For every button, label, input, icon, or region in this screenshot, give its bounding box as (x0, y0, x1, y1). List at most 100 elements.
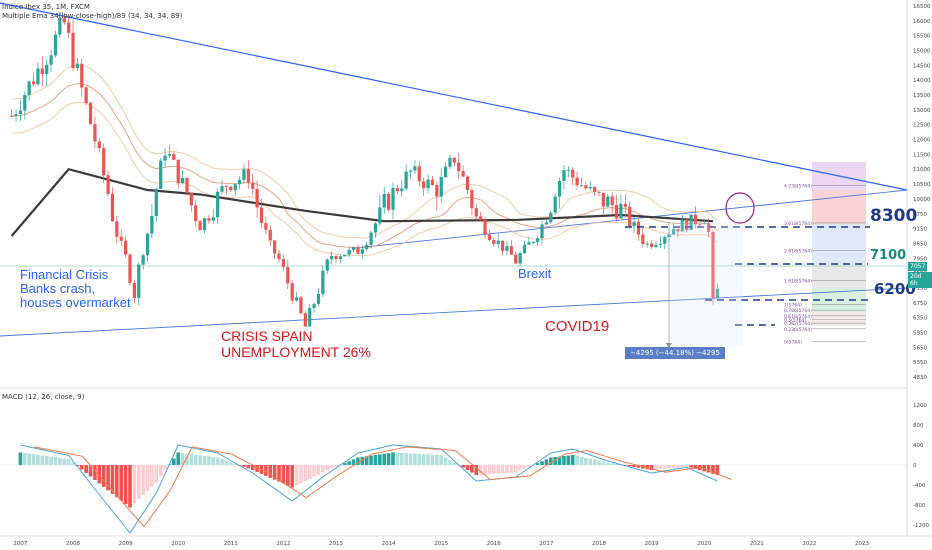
macd-histogram-bar (211, 456, 216, 465)
macd-histogram-bar (180, 453, 185, 465)
candle-body (194, 205, 198, 222)
candle-body (246, 169, 250, 183)
macd-histogram-bar (562, 456, 566, 465)
covid-annotation: COVID19 (545, 318, 610, 335)
macd-histogram-bar (680, 465, 685, 467)
candle-body (128, 254, 132, 283)
candle-body (40, 68, 44, 75)
macd-histogram-bar (294, 465, 299, 486)
macd-histogram-bar (193, 454, 198, 465)
financial-crisis-line-3: houses overmarket (20, 295, 131, 310)
candle-body (443, 166, 448, 178)
ema34-low-line (11, 101, 718, 257)
price-tick-label: 9750 (913, 212, 927, 218)
level-7100-label: 7100 (870, 248, 907, 263)
candle-body (522, 244, 527, 254)
candle-body (316, 294, 321, 304)
macd-histogram-bar (610, 463, 614, 465)
macd-histogram-bar (334, 465, 338, 467)
candle-body (395, 187, 399, 192)
candle-body (303, 313, 307, 327)
candle-body (325, 259, 329, 271)
macd-histogram-bar (369, 455, 373, 465)
candle-body (610, 196, 614, 205)
macd-histogram-bar (408, 453, 413, 465)
macd-tick-label: -800 (913, 503, 926, 509)
macd-histogram-bar (303, 465, 308, 482)
candle-body (658, 243, 662, 245)
candle-body (575, 177, 579, 186)
candle-body (505, 246, 509, 251)
candle-body (242, 169, 246, 180)
price-tick-label: 13000 (913, 108, 931, 114)
measure-range-box (669, 222, 743, 346)
candle-body (347, 249, 351, 255)
price-tick-label: 14500 (913, 63, 931, 69)
fib-level-label: 0.786(5764) (784, 308, 812, 314)
ema34-close-line (11, 83, 718, 249)
fib-level-label: 0.5(5764) (784, 317, 806, 323)
candle-body (58, 17, 62, 35)
fib-levels: 4.236(5764) 3.618(5764) 2.618(5764) 1.618(5… (784, 184, 866, 346)
candle-body (141, 255, 145, 265)
candle-body (115, 221, 119, 237)
fib-zone-bottom (812, 312, 866, 326)
macd-histogram-bar (557, 456, 562, 465)
candle-body (145, 233, 150, 256)
macd-histogram-bar (478, 465, 483, 475)
time-tick-label: 2012 (276, 541, 290, 547)
macd-histogram-bar (483, 465, 487, 475)
macd-histogram-bar (272, 465, 277, 480)
macd-histogram-bar (575, 455, 579, 465)
candle-body (31, 81, 36, 85)
candle-body (619, 203, 623, 219)
macd-histogram-bar (110, 465, 115, 494)
candle-body (514, 254, 518, 264)
time-tick-label: 2021 (750, 541, 764, 547)
fib-level-label: 2.618(5764) (784, 248, 812, 254)
time-tick-label: 2019 (645, 541, 659, 547)
macd-histogram-bar (62, 458, 67, 465)
candle-body (711, 232, 715, 298)
macd-histogram-bar (53, 457, 58, 465)
macd-histogram-bar (163, 465, 167, 471)
candle-body (312, 303, 316, 308)
candle-body (500, 240, 505, 251)
time-axis: 2007 2008 2009 2010 2011 2012 2013 2014 2015 2016… (13, 541, 869, 547)
macd-histogram-bar (215, 457, 220, 465)
macd-histogram-bar (40, 455, 45, 465)
candle-body (636, 221, 641, 235)
macd-histogram-bar (351, 459, 356, 465)
macd-histogram-bar (207, 456, 211, 465)
candle-body (562, 170, 566, 181)
descending-trendline (0, 2, 908, 191)
candle-body (544, 222, 549, 225)
candle-body (387, 194, 391, 210)
candle-body (588, 187, 592, 189)
macd-histogram-bar (27, 453, 31, 465)
macd-histogram-bar (711, 465, 715, 474)
macd-histogram-bar (588, 458, 593, 465)
macd-histogram-bar (584, 457, 588, 465)
candle-body (597, 191, 601, 193)
candle-body (268, 229, 272, 241)
candle-body (579, 185, 584, 187)
macd-histogram-bar (172, 458, 176, 465)
fib-zone-grey (812, 264, 866, 288)
candle-body (308, 307, 312, 327)
macd-histogram-bar (18, 452, 23, 465)
macd-histogram-bar (150, 465, 154, 487)
candle-body (540, 224, 544, 239)
candle-body (334, 255, 338, 259)
candle-body (408, 170, 413, 172)
macd-histogram-bar (605, 462, 610, 465)
crisis-spain-line-1: CRISIS SPAIN (221, 328, 313, 344)
macd-histogram-bar (189, 454, 194, 465)
macd-histogram-bar (347, 461, 351, 465)
candle-body (685, 219, 689, 231)
candle-body (496, 240, 500, 244)
candle-body (593, 187, 597, 192)
macd-histogram-bar (382, 453, 387, 465)
candle-body (264, 223, 268, 230)
candle-body (413, 166, 417, 171)
